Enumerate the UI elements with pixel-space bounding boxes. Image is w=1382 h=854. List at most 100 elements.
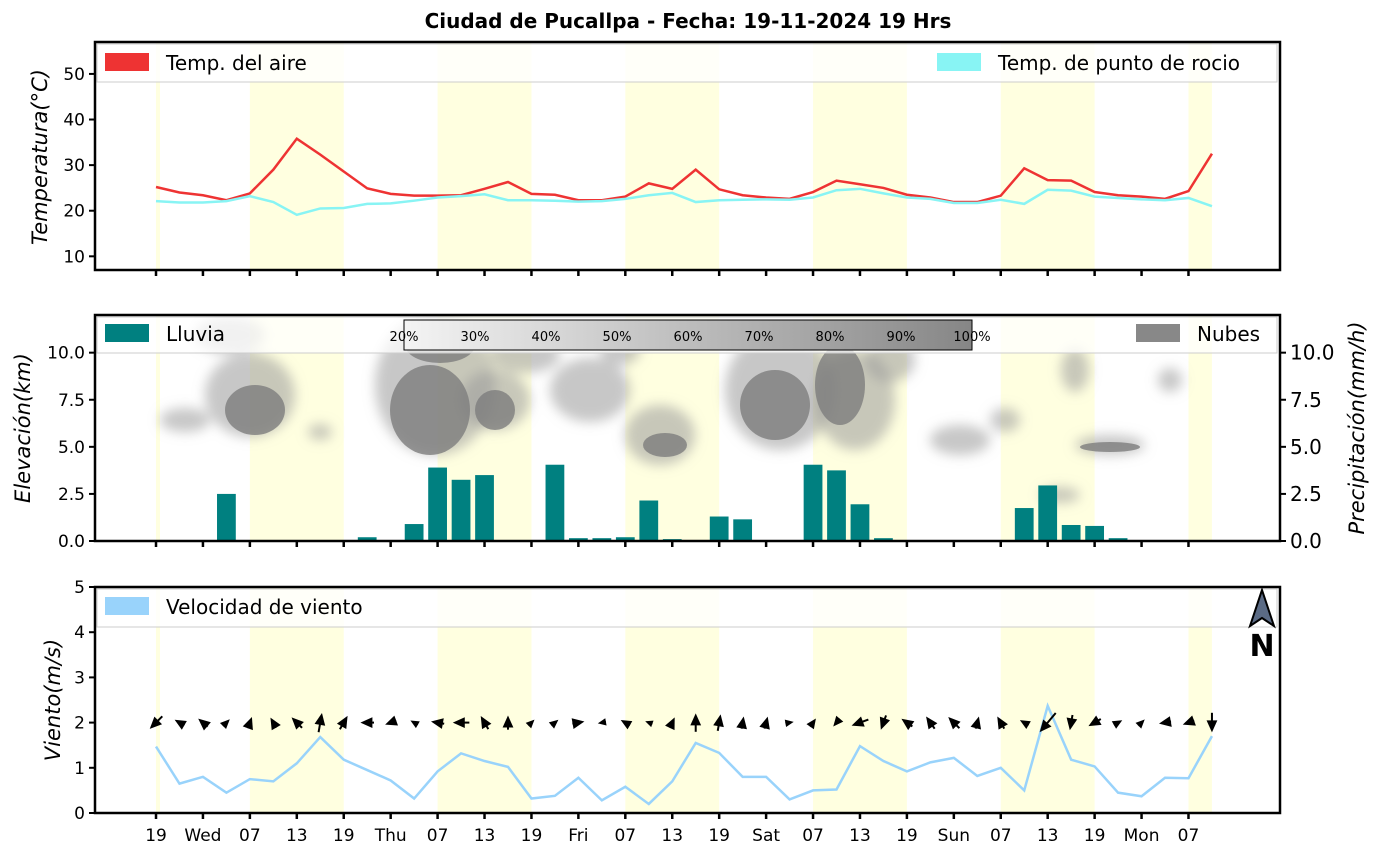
temperature-y-ticks: 10 20 30 40 50	[63, 65, 95, 267]
wind-arrow	[480, 716, 492, 730]
wind-y-ticks: 0 1 2 3 4 5	[74, 578, 95, 824]
x-tick-label: 07	[1178, 826, 1200, 846]
precipitation-y-label: Precipitación(mm/h)	[1345, 321, 1369, 534]
rain-bars	[170, 464, 1128, 541]
rain-bar	[592, 538, 612, 541]
wind-arrow	[665, 717, 675, 731]
wind-legend: Velocidad de viento	[96, 588, 1278, 628]
wind-arrow	[806, 718, 816, 730]
precipitation-y-ticks: 0.0 2.5 5.0 7.5 10.0	[1280, 341, 1335, 553]
x-tick-label: 13	[286, 826, 308, 846]
wind-arrow	[997, 716, 1008, 730]
y-tick-label: 10.0	[47, 344, 85, 364]
rain-clouds-panel: Lluvia Nubes 20% 30% 40% 50% 60% 70% 80% 90% 100…	[11, 313, 1369, 553]
temperature-y-label: Temperatura(°C)	[28, 69, 52, 245]
colorbar-label: 80%	[816, 330, 845, 345]
wind-arrow	[431, 718, 445, 729]
day-band-start	[156, 42, 161, 270]
rain-bar	[217, 493, 236, 541]
legend-swatch-air-temp	[105, 53, 149, 71]
rain-bar	[827, 470, 846, 541]
day-band-start	[156, 315, 161, 541]
legend-label-clouds: Nubes	[1197, 322, 1260, 346]
x-tick-label: 19	[521, 826, 543, 846]
colorbar-label: 60%	[674, 330, 703, 345]
wind-arrow	[1066, 714, 1078, 731]
wind-arrow	[1039, 712, 1057, 733]
legend-swatch-rain	[105, 324, 149, 342]
wind-direction-arrows	[149, 712, 1218, 733]
x-tick-label: 07	[614, 826, 636, 846]
rain-bar	[850, 504, 870, 541]
wind-speed-line	[154, 702, 1214, 806]
wind-arrow	[759, 716, 770, 730]
wind-arrow	[571, 718, 585, 729]
wind-arrow	[879, 715, 891, 730]
rain-bar	[1108, 538, 1128, 541]
wind-arrow	[410, 720, 420, 729]
chart-title: Ciudad de Pucallpa - Fecha: 19-11-2024 1…	[425, 9, 952, 33]
day-band	[1188, 315, 1212, 541]
wind-arrow	[385, 715, 398, 726]
legend-label-wind: Velocidad de viento	[166, 595, 363, 619]
rain-bar	[357, 537, 377, 541]
x-tick-label: 07	[239, 826, 261, 846]
wind-arrow	[736, 716, 747, 730]
temperature-lines	[155, 136, 1214, 217]
x-tick-label: 19	[333, 826, 355, 846]
y-tick-label: 7.5	[58, 391, 85, 411]
y-tick-label: 4	[74, 623, 85, 643]
wind-x-ticks: 19 Wed 07 13 19 Thu 07 13 19 Fri 07 13 19 Sat 07 13 19 Su…	[145, 813, 1199, 846]
wind-arrow	[1088, 715, 1102, 727]
wind-arrow	[1206, 712, 1218, 733]
legend-label-air-temp: Temp. del aire	[165, 51, 307, 75]
legend-swatch-clouds	[1136, 324, 1180, 342]
y-tick-label-right: 7.5	[1290, 388, 1322, 412]
wind-arrow	[452, 717, 470, 728]
wind-arrow	[1135, 719, 1145, 729]
wind-arrow	[360, 717, 374, 728]
wind-arrow	[851, 716, 869, 727]
y-tick-label: 5.0	[58, 438, 85, 458]
wind-arrow	[645, 720, 654, 728]
wind-arrow	[242, 716, 253, 731]
x-tick-label: Sun	[938, 826, 970, 846]
rain-bar	[569, 538, 588, 541]
x-tick-label: 19	[145, 826, 167, 846]
y-tick-label-right: 10.0	[1290, 341, 1335, 365]
temperature-frame	[93, 40, 1282, 272]
rain-bar	[475, 475, 494, 541]
x-tick-label: 13	[474, 826, 496, 846]
wind-arrow	[270, 717, 281, 731]
rain-bar	[874, 538, 893, 541]
x-tick-label: 13	[1037, 826, 1059, 846]
temperature-x-ticks	[154, 270, 1190, 276]
rain-clouds-frame	[93, 313, 1282, 543]
wind-arrow	[1158, 716, 1172, 727]
rain-bar	[545, 464, 565, 541]
elevation-y-ticks: 0.0 2.5 5.0 7.5 10.0	[47, 344, 95, 552]
wind-arrow	[833, 715, 844, 727]
colorbar-label: 30%	[461, 330, 490, 345]
wind-arrow	[948, 717, 961, 730]
wind-arrow	[314, 713, 326, 733]
x-tick-label: 07	[427, 826, 449, 846]
wind-arrow	[174, 719, 187, 730]
rain-bar	[1085, 525, 1105, 541]
y-tick-label-right: 0.0	[1290, 529, 1322, 553]
wind-arrow	[219, 719, 230, 730]
wind-arrow	[291, 717, 304, 730]
y-tick-label: 10	[63, 247, 85, 267]
wind-arrow	[1111, 720, 1123, 729]
x-tick-label: Sat	[752, 826, 780, 846]
x-tick-label: 13	[661, 826, 683, 846]
legend-label-dew-point: Temp. de punto de rocio	[997, 51, 1240, 75]
series-line-dew-point	[155, 187, 1213, 217]
temperature-panel: Temp. del aire Temp. de punto de rocio 1…	[28, 40, 1282, 276]
x-tick-label: 07	[802, 826, 824, 846]
x-tick-label: Wed	[184, 826, 221, 846]
wind-arrow	[926, 716, 938, 730]
x-tick-label: 19	[708, 826, 730, 846]
wind-arrow	[901, 718, 915, 731]
